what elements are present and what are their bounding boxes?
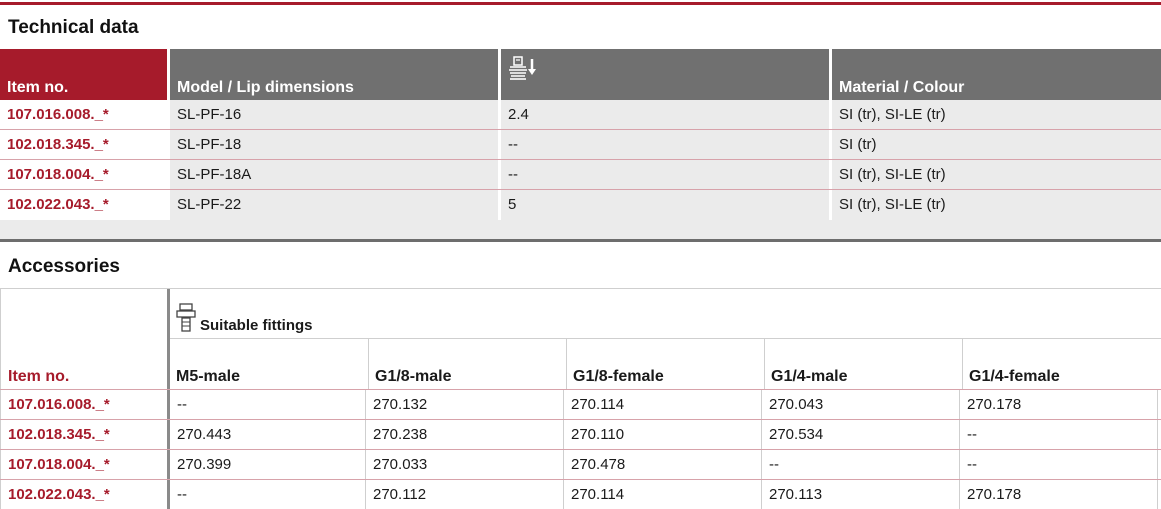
fitting-cell: -- xyxy=(167,390,365,419)
stroke-cell: 2.4 xyxy=(498,100,829,129)
suitable-fittings-header: Suitable fittings xyxy=(170,289,1161,339)
fitting-icon xyxy=(176,303,196,332)
table-row: 102.018.345._* 270.443 270.238 270.110 2… xyxy=(0,419,1161,449)
suitable-fittings-label: Suitable fittings xyxy=(200,317,313,334)
accessories-table: Item no. Suitable fittings M5-male G1/8-… xyxy=(0,288,1161,509)
technical-header-row: Item no. Model / Lip dimensions Material… xyxy=(0,49,1161,100)
fitting-cell: 270.033 xyxy=(365,450,563,479)
fitting-cell: 270.399 xyxy=(167,450,365,479)
header-stroke xyxy=(498,49,829,100)
table-row: 102.018.345._* SL-PF-18 -- SI (tr) xyxy=(0,130,1161,160)
header-item-no: Item no. xyxy=(0,49,167,100)
accessories-header: Item no. Suitable fittings M5-male G1/8-… xyxy=(0,289,1161,389)
fitting-cell: 270.178 xyxy=(959,480,1158,509)
stroke-cell: -- xyxy=(498,160,829,189)
fitting-cell: 270.443 xyxy=(167,420,365,449)
model-cell: SL-PF-16 xyxy=(167,100,498,129)
header-item-no: Item no. xyxy=(0,289,167,389)
material-cell: SI (tr), SI-LE (tr) xyxy=(829,160,1161,189)
top-red-rule xyxy=(0,2,1161,5)
item-number[interactable]: 107.016.008._* xyxy=(0,100,167,129)
accessories-title: Accessories xyxy=(8,256,120,277)
technical-data-table: Item no. Model / Lip dimensions Material… xyxy=(0,49,1161,240)
fitting-cell: -- xyxy=(761,450,959,479)
fitting-cell: -- xyxy=(167,480,365,509)
fittings-header-group: Suitable fittings M5-male G1/8-male G1/8… xyxy=(167,289,1161,389)
suction-cup-stroke-icon xyxy=(509,56,536,80)
fitting-cell: 270.113 xyxy=(761,480,959,509)
fitting-cell: 270.238 xyxy=(365,420,563,449)
item-number[interactable]: 102.018.345._* xyxy=(0,130,167,159)
header-fitting-col: M5-male xyxy=(176,368,241,385)
header-material: Material / Colour xyxy=(829,49,1161,100)
material-cell: SI (tr), SI-LE (tr) xyxy=(829,190,1161,220)
table-row: 107.016.008._* SL-PF-16 2.4 SI (tr), SI-… xyxy=(0,100,1161,130)
table-row: 102.022.043._* -- 270.112 270.114 270.11… xyxy=(0,479,1161,509)
table-footer-band xyxy=(0,220,1161,240)
fitting-cell: -- xyxy=(959,450,1158,479)
table-row: 107.018.004._* SL-PF-18A -- SI (tr), SI-… xyxy=(0,160,1161,190)
fittings-subheader-row: M5-male G1/8-male G1/8-female G1/4-male … xyxy=(170,339,1161,389)
material-cell: SI (tr) xyxy=(829,130,1161,159)
fitting-cell: -- xyxy=(959,420,1158,449)
table-row: 107.016.008._* -- 270.132 270.114 270.04… xyxy=(0,389,1161,419)
stroke-cell: 5 xyxy=(498,190,829,220)
model-cell: SL-PF-18A xyxy=(167,160,498,189)
header-fitting-col: G1/8-male xyxy=(368,339,566,389)
fitting-cell: 270.112 xyxy=(365,480,563,509)
material-cell: SI (tr), SI-LE (tr) xyxy=(829,100,1161,129)
model-cell: SL-PF-22 xyxy=(167,190,498,220)
model-cell: SL-PF-18 xyxy=(167,130,498,159)
fitting-cell: 270.178 xyxy=(959,390,1158,419)
fitting-cell: 270.534 xyxy=(761,420,959,449)
item-number[interactable]: 102.022.043._* xyxy=(0,190,167,220)
header-model: Model / Lip dimensions xyxy=(167,49,498,100)
stroke-cell: -- xyxy=(498,130,829,159)
fitting-cell: 270.043 xyxy=(761,390,959,419)
table-row: 107.018.004._* 270.399 270.033 270.478 -… xyxy=(0,449,1161,479)
header-fitting-col: G1/8-female xyxy=(566,339,764,389)
fitting-cell: 270.114 xyxy=(563,390,761,419)
technical-data-title: Technical data xyxy=(8,17,139,38)
header-fitting-col: G1/4-male xyxy=(764,339,962,389)
item-number[interactable]: 107.018.004._* xyxy=(0,450,167,479)
table-row: 102.022.043._* SL-PF-22 5 SI (tr), SI-LE… xyxy=(0,190,1161,220)
item-number[interactable]: 102.022.043._* xyxy=(0,480,167,509)
fitting-cell: 270.114 xyxy=(563,480,761,509)
fitting-cell: 270.478 xyxy=(563,450,761,479)
fitting-cell: 270.132 xyxy=(365,390,563,419)
item-number[interactable]: 107.016.008._* xyxy=(0,390,167,419)
section-divider xyxy=(0,239,1161,242)
item-number[interactable]: 107.018.004._* xyxy=(0,160,167,189)
fitting-cell: 270.110 xyxy=(563,420,761,449)
header-fitting-col: G1/4-female xyxy=(962,339,1161,389)
item-number[interactable]: 102.018.345._* xyxy=(0,420,167,449)
